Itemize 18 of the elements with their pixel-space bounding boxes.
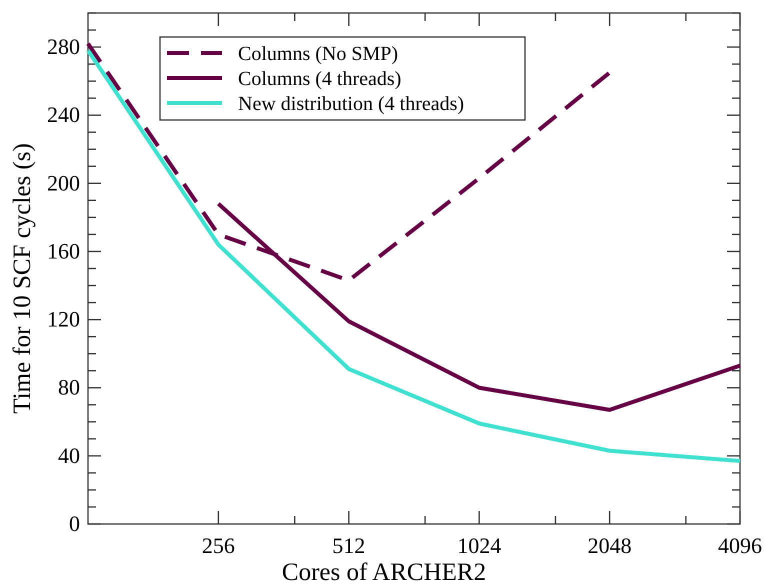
y-tick-label: 40	[58, 442, 80, 468]
y-tick-label: 120	[47, 306, 80, 332]
y-axis-title: Time for 10 SCF cycles (s)	[9, 143, 36, 414]
y-tick-label: 160	[47, 238, 80, 264]
x-tick-label: 512	[332, 533, 366, 558]
legend-label: Columns (4 threads)	[238, 68, 402, 90]
legend-label: Columns (No SMP)	[238, 43, 398, 65]
x-tick-label: 2048	[588, 533, 632, 558]
y-tick-label: 200	[47, 170, 80, 196]
legend-label: New distribution (4 threads)	[238, 93, 464, 115]
y-tick-label: 240	[47, 102, 80, 128]
y-tick-label: 0	[69, 511, 80, 536]
x-tick-label: 256	[202, 533, 235, 558]
x-tick-label: 1024	[457, 533, 502, 558]
y-tick-label: 80	[58, 374, 80, 400]
y-tick-label: 280	[47, 34, 80, 60]
x-axis-title: Cores of ARCHER2	[282, 559, 486, 584]
x-tick-label: 4096	[718, 533, 762, 558]
